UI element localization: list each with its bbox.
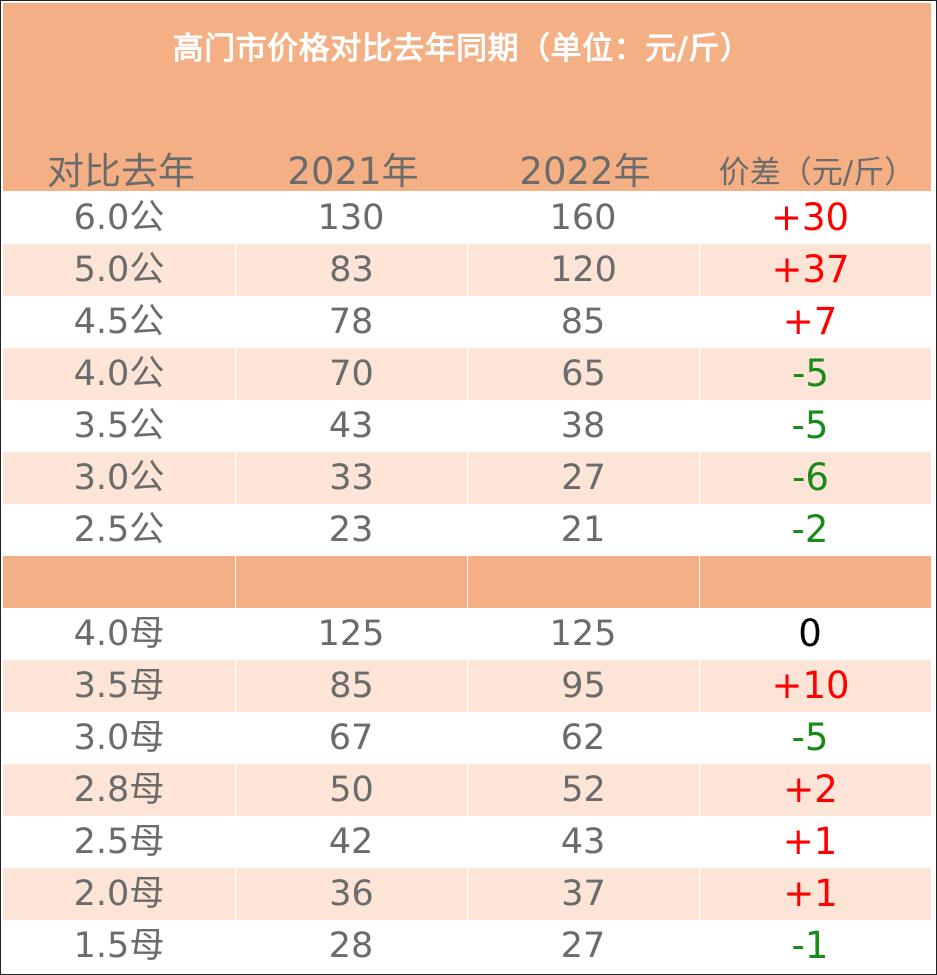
table-title: 高门市价格对比去年同期（单位：元/斤）: [172, 31, 752, 67]
price-2022-cell: 38: [560, 406, 606, 446]
price-diff-cell: -1: [791, 924, 829, 967]
table-row: 6.0公 130 160 +30: [3, 192, 931, 244]
price-2021-cell: 36: [235, 868, 467, 920]
price-2021-cell: 67: [328, 718, 374, 758]
spec-cell: 3.0母: [73, 718, 165, 758]
table-row: 2.0母 36 37 +1: [3, 868, 931, 920]
table-row: 5.0公 83 120 +37: [3, 244, 931, 296]
price-diff-cell: -5: [699, 348, 931, 400]
price-2021-cell: 130: [317, 198, 385, 238]
spec-cell: 3.5母: [73, 666, 165, 706]
spec-cell: 1.5母: [73, 926, 165, 966]
separator-cell: [699, 556, 931, 608]
price-diff-cell: +10: [699, 660, 931, 712]
price-2022-cell: 27: [560, 926, 606, 966]
price-2022-cell: 95: [467, 660, 699, 712]
table-row: 3.5公 43 38 -5: [3, 400, 931, 452]
price-2021-cell: 125: [317, 614, 385, 654]
price-2022-cell: 52: [467, 764, 699, 816]
section-separator-row: [3, 556, 931, 608]
column-header-2021: 2021年: [287, 150, 419, 193]
price-2021-cell: 78: [328, 302, 374, 342]
spec-cell: 4.0公: [73, 354, 165, 394]
price-2021-cell: 43: [328, 406, 374, 446]
price-2021-cell: 83: [235, 244, 467, 296]
separator-cell: [3, 556, 235, 608]
spec-cell: 2.5母: [73, 822, 165, 862]
price-2022-cell: 37: [467, 868, 699, 920]
table-row: 2.5母 42 43 +1: [3, 816, 931, 868]
price-2022-cell: 85: [560, 302, 606, 342]
table-row: 1.5母 28 27 -1: [3, 920, 931, 972]
price-diff-cell: +7: [782, 300, 838, 343]
spec-cell: 2.5公: [73, 510, 165, 550]
price-diff-cell: 0: [798, 612, 822, 655]
table-row: 2.8母 50 52 +2: [3, 764, 931, 816]
price-2021-cell: 85: [235, 660, 467, 712]
table-row: 2.5公 23 21 -2: [3, 504, 931, 556]
table-row: 4.0母 125 125 0: [3, 608, 931, 660]
price-2021-cell: 33: [235, 452, 467, 504]
table-row: 3.0母 67 62 -5: [3, 712, 931, 764]
price-diff-cell: +30: [770, 196, 850, 239]
price-diff-cell: +2: [699, 764, 931, 816]
price-diff-cell: -6: [699, 452, 931, 504]
spec-cell: 4.5公: [73, 302, 165, 342]
price-diff-cell: +37: [699, 244, 931, 296]
price-2021-cell: 70: [235, 348, 467, 400]
spec-cell: 2.0母: [73, 874, 165, 914]
price-2021-cell: 50: [235, 764, 467, 816]
table-row: 3.5母 85 95 +10: [3, 660, 931, 712]
price-2021-cell: 42: [328, 822, 374, 862]
column-header-compare: 对比去年: [47, 150, 195, 193]
column-header-2022: 2022年: [519, 150, 651, 193]
price-diff-cell: -5: [791, 404, 829, 447]
price-2022-cell: 62: [560, 718, 606, 758]
price-diff-cell: +1: [782, 820, 838, 863]
price-2021-cell: 28: [328, 926, 374, 966]
separator-cell: [467, 556, 699, 608]
separator-cell: [235, 556, 467, 608]
spec-cell: 5.0公: [73, 250, 165, 290]
spec-cell: 6.0公: [73, 198, 165, 238]
price-diff-cell: +1: [699, 868, 931, 920]
table-row: 4.0公 70 65 -5: [3, 348, 931, 400]
price-2022-cell: 65: [467, 348, 699, 400]
price-2022-cell: 43: [560, 822, 606, 862]
price-table-body: 6.0公 130 160 +30 5.0公 83 120 +37 4.5公 78…: [3, 192, 931, 972]
price-2022-cell: 120: [467, 244, 699, 296]
table-row: 4.5公 78 85 +7: [3, 296, 931, 348]
price-diff-cell: -2: [791, 508, 829, 551]
spec-cell: 2.8母: [73, 770, 165, 810]
spec-cell: 3.5公: [73, 406, 165, 446]
header-banner: 高门市价格对比去年同期（单位：元/斤） 对比去年 2021年 2022年 价差（…: [3, 3, 931, 193]
price-diff-cell: -5: [791, 716, 829, 759]
price-2022-cell: 125: [549, 614, 617, 654]
price-2022-cell: 21: [560, 510, 606, 550]
spec-cell: 3.0公: [73, 458, 165, 498]
price-2022-cell: 27: [467, 452, 699, 504]
price-2022-cell: 160: [549, 198, 617, 238]
table-row: 3.0公 33 27 -6: [3, 452, 931, 504]
spec-cell: 4.0母: [73, 614, 165, 654]
price-2021-cell: 23: [328, 510, 374, 550]
column-header-diff: 价差（元/斤）: [718, 155, 916, 191]
